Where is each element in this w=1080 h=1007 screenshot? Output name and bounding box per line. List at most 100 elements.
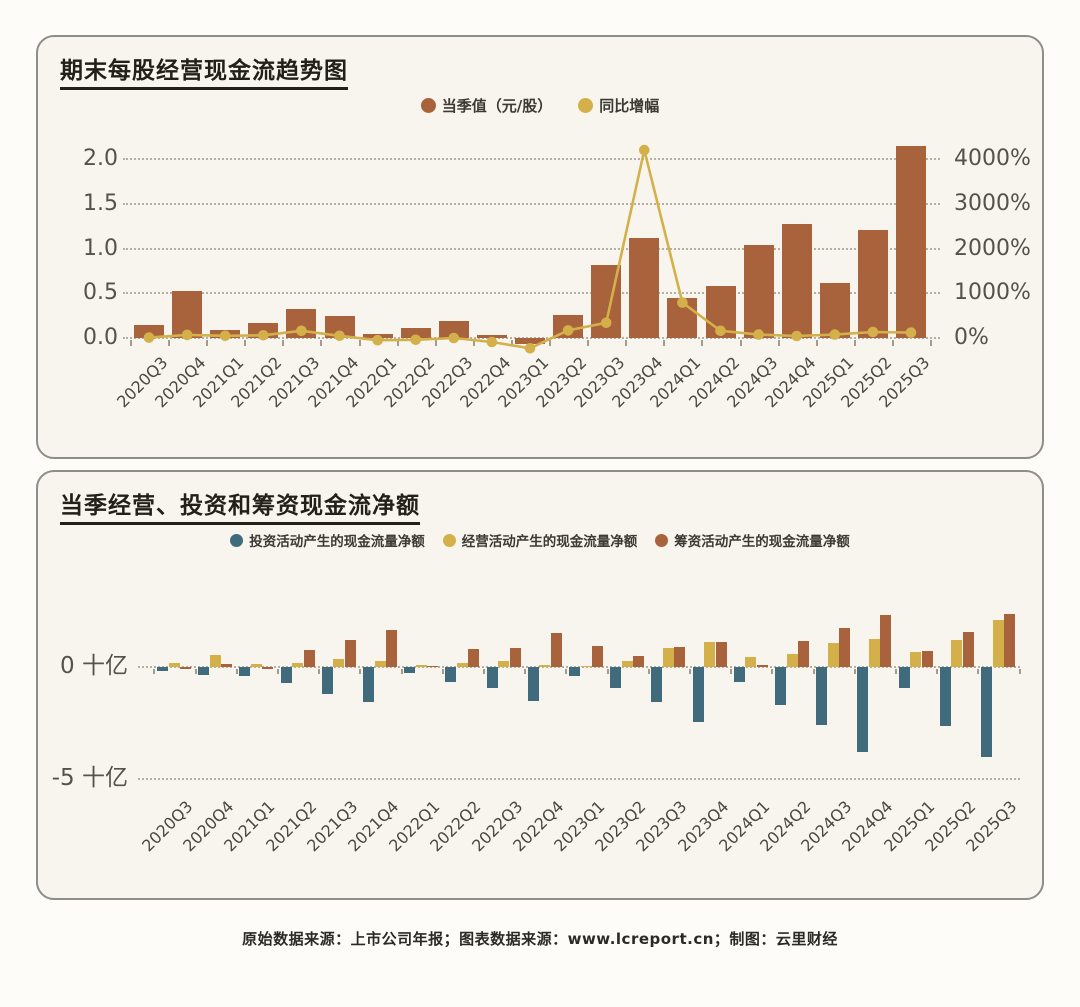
cashflow-bar — [415, 664, 427, 667]
x-axis-tick — [587, 340, 590, 346]
legend-label: 经营活动产生的现金流量净额 — [461, 534, 638, 550]
x-axis-tick — [483, 669, 485, 674]
legend-item: 筹资活动产生的现金流量净额 — [655, 530, 850, 550]
x-axis-tick — [771, 669, 774, 674]
cashflow-bar — [992, 619, 1004, 667]
legend-dot-icon — [420, 98, 436, 113]
x-axis-tick — [895, 669, 897, 674]
x-axis-tick — [853, 669, 856, 674]
x-axis-tick — [434, 340, 437, 346]
quarter-value-bar — [248, 322, 279, 338]
quarter-value-bar — [857, 229, 888, 338]
cashflow-bar — [456, 662, 468, 667]
cashflow-bar — [374, 661, 386, 667]
cashflow-bar — [486, 667, 498, 689]
x-axis-tick — [320, 340, 323, 346]
quarter-value-bar — [819, 283, 850, 338]
quarter-value-bar — [438, 320, 469, 338]
x-axis-tick — [549, 340, 552, 346]
cashflow-bar — [898, 667, 910, 689]
x-axis-tick — [358, 340, 361, 346]
legend-item: 经营活动产生的现金流量净额 — [442, 530, 638, 550]
quarter-value-bar — [324, 315, 355, 338]
legend-label: 当季值（元/股） — [441, 97, 553, 115]
yoy-marker — [639, 144, 650, 156]
cashflow-bar — [939, 667, 951, 727]
y-axis-right-label: 1000% — [954, 280, 1031, 306]
legend-dot-icon — [230, 533, 244, 547]
cashflow-bar — [404, 667, 416, 673]
top-chart-plot: 0.0 0% 0.5 1000% 1.0 2000% 1.5 3000% 2.0 4000% 202… — [38, 37, 1042, 457]
cashflow-bar — [868, 639, 880, 667]
x-axis-tick — [441, 669, 444, 674]
cashflow-bar — [509, 647, 521, 667]
y-axis-left-label: 1.0 — [83, 235, 118, 261]
cashflow-bar — [580, 665, 592, 668]
quarter-value-bar — [667, 297, 698, 338]
panel-per-share-cashflow-trend: 期末每股经营现金流趋势图 当季值（元/股） 同比增幅 0.0 0% 0.5 1000% 1… — [36, 35, 1044, 459]
cashflow-bar — [827, 643, 839, 667]
cashflow-bar — [280, 667, 292, 683]
x-axis-tick — [689, 669, 691, 674]
gridline — [123, 292, 940, 295]
cashflow-bar — [733, 667, 745, 682]
bottom-chart-title: 当季经营、投资和筹资现金流净额 — [60, 486, 420, 525]
cashflow-bar — [445, 667, 457, 682]
quarter-value-bar — [705, 286, 736, 338]
y-axis-left-label: 0.0 — [83, 325, 118, 350]
x-axis-tick — [396, 340, 399, 346]
x-axis-tick — [739, 340, 742, 346]
x-axis-tick — [647, 669, 650, 674]
cashflow-bar — [775, 667, 786, 706]
x-axis-tick — [235, 669, 238, 674]
legend-dot-icon — [655, 533, 669, 547]
cashflow-bar — [674, 646, 686, 667]
cashflow-bar — [816, 667, 828, 726]
cashflow-bar — [344, 640, 356, 667]
cashflow-bar — [633, 655, 645, 667]
quarter-value-bar — [781, 224, 812, 338]
y-axis-right-label: 0% — [954, 325, 989, 350]
cashflow-bar — [962, 632, 974, 667]
x-axis-tick — [663, 340, 666, 346]
yoy-marker — [524, 343, 536, 354]
x-axis-tick — [1018, 669, 1021, 674]
x-axis-tick — [472, 340, 475, 346]
cashflow-bar — [498, 661, 510, 667]
quarter-value-bar — [515, 338, 545, 345]
cashflow-bar — [704, 642, 716, 667]
cashflow-bar — [715, 642, 727, 667]
cashflow-bar — [651, 667, 663, 702]
x-axis-tick — [891, 340, 894, 346]
legend-item: 投资活动产生的现金流量净额 — [230, 530, 425, 550]
x-axis-tick — [129, 340, 132, 346]
x-axis-tick — [359, 669, 362, 674]
quarter-value-bar — [476, 335, 507, 338]
legend-dot-icon — [578, 98, 594, 113]
x-axis-tick — [565, 669, 568, 674]
y-axis-right-label: 4000% — [954, 146, 1031, 171]
cashflow-bar — [569, 667, 580, 676]
cashflow-bar — [786, 653, 798, 667]
quarter-value-bar — [210, 329, 241, 338]
legend-item: 同比增幅 — [578, 95, 659, 116]
cashflow-bar — [209, 654, 221, 667]
cashflow-bar — [157, 667, 168, 672]
x-axis-tick — [936, 669, 939, 674]
bottom-chart-legend: 投资活动产生的现金流量净额 经营活动产生的现金流量净额 筹资活动产生的现金流量净额 — [38, 530, 1042, 550]
x-axis-tick — [777, 340, 780, 346]
cashflow-bar — [239, 667, 251, 676]
x-axis-tick — [815, 340, 818, 346]
x-axis-tick — [625, 340, 628, 346]
x-axis-tick — [930, 340, 933, 346]
cashflow-bar — [468, 649, 480, 667]
gridline — [123, 158, 940, 160]
cashflow-bar — [981, 667, 992, 757]
y-axis-left-label: 1.5 — [83, 190, 118, 216]
legend-dot-icon — [442, 533, 456, 547]
cashflow-bar — [180, 667, 191, 670]
cashflow-bar — [662, 647, 674, 667]
cashflow-bar — [621, 661, 633, 667]
cashflow-bar — [292, 662, 304, 667]
gridline — [123, 247, 940, 250]
